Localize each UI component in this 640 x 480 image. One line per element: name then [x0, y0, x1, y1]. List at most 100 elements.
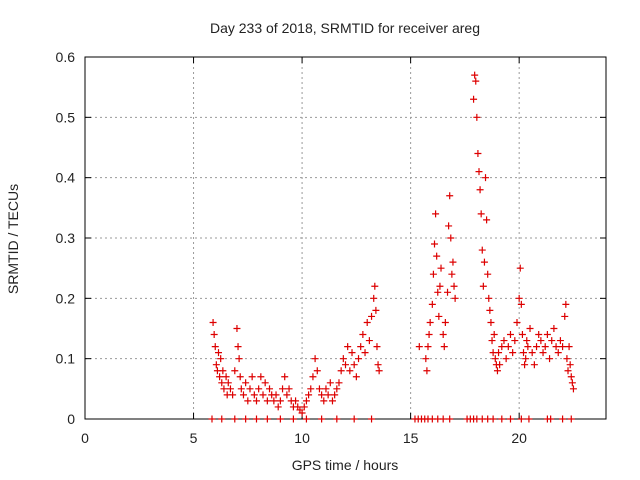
x-axis-label: GPS time / hours — [292, 457, 399, 473]
data-point — [437, 264, 445, 272]
data-point — [302, 415, 310, 423]
data-point — [504, 343, 512, 351]
data-point — [368, 312, 376, 320]
data-point — [431, 240, 439, 248]
data-point — [489, 415, 497, 423]
data-point — [373, 343, 381, 351]
data-point — [517, 415, 525, 423]
data-point — [513, 318, 521, 326]
data-point — [483, 216, 491, 224]
data-point — [554, 349, 562, 357]
data-point — [552, 343, 560, 351]
data-point — [446, 192, 454, 200]
data-point — [502, 355, 510, 363]
data-point — [448, 270, 456, 278]
data-point — [496, 361, 504, 369]
data-point — [237, 385, 245, 393]
data-point — [216, 373, 224, 381]
data-point — [210, 331, 218, 339]
data-point — [300, 403, 308, 411]
x-tick-label: 10 — [294, 430, 310, 446]
data-point — [480, 258, 488, 266]
data-point — [239, 391, 247, 399]
data-point — [429, 270, 437, 278]
data-point — [320, 397, 328, 405]
data-point — [561, 312, 569, 320]
data-point — [439, 331, 447, 339]
data-point — [313, 367, 321, 375]
data-point — [446, 415, 454, 423]
data-point — [211, 343, 219, 351]
data-point — [440, 343, 448, 351]
y-tick-label: 0.3 — [56, 230, 76, 246]
data-point — [486, 306, 494, 314]
data-markers — [208, 71, 577, 423]
data-point — [252, 397, 260, 405]
data-point — [516, 264, 524, 272]
data-point — [444, 288, 452, 296]
data-point — [235, 355, 243, 363]
data-point — [530, 361, 538, 369]
data-point — [224, 379, 232, 387]
data-point — [445, 222, 453, 230]
data-point — [511, 337, 519, 345]
data-point — [289, 415, 297, 423]
series-zero-values — [208, 415, 575, 423]
data-point — [562, 300, 570, 308]
data-point — [337, 367, 345, 375]
grid-lines — [85, 57, 606, 419]
data-point — [488, 337, 496, 345]
data-point — [423, 367, 431, 375]
data-point — [357, 343, 365, 351]
data-point — [477, 210, 485, 218]
data-point — [495, 349, 503, 357]
data-point — [307, 385, 315, 393]
data-point — [535, 331, 543, 339]
data-point — [546, 355, 554, 363]
data-point — [326, 379, 334, 387]
series-srmtid — [209, 71, 577, 417]
data-point — [515, 294, 523, 302]
data-point — [339, 355, 347, 363]
data-point — [348, 349, 356, 357]
data-point — [518, 331, 526, 339]
data-point — [526, 325, 534, 332]
data-point — [568, 379, 576, 387]
data-point — [441, 318, 449, 326]
data-point — [539, 349, 547, 357]
data-point — [261, 379, 269, 387]
data-point — [524, 343, 532, 351]
data-point — [506, 331, 514, 339]
data-point — [263, 415, 271, 423]
data-point — [522, 355, 530, 363]
data-point — [218, 415, 226, 423]
x-tick-label: 5 — [190, 430, 198, 446]
data-point — [439, 415, 447, 423]
data-point — [434, 288, 442, 296]
data-point — [479, 282, 487, 290]
data-point — [375, 367, 383, 375]
data-point — [263, 397, 271, 405]
data-point — [428, 300, 436, 308]
y-tick-label: 0.1 — [56, 351, 76, 367]
data-point — [372, 306, 380, 314]
data-point — [285, 385, 293, 393]
data-point — [422, 355, 430, 363]
data-point — [426, 318, 434, 326]
data-point — [548, 337, 556, 345]
data-point — [318, 391, 326, 399]
data-point — [350, 361, 358, 369]
data-point — [563, 355, 571, 363]
data-point — [305, 391, 313, 399]
data-point — [222, 373, 230, 381]
data-point — [498, 343, 506, 351]
data-point — [537, 337, 545, 345]
data-point — [415, 343, 423, 351]
data-point — [475, 168, 483, 176]
x-tick-label: 15 — [403, 430, 419, 446]
data-point — [242, 379, 250, 387]
data-point — [252, 415, 260, 423]
data-point — [266, 385, 274, 393]
data-point — [371, 282, 379, 290]
